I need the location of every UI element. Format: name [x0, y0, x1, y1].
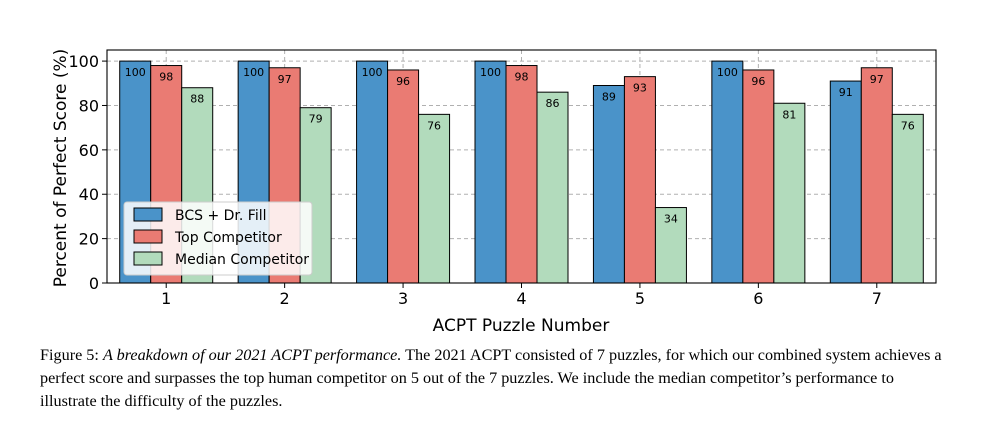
x-tick-label: 7	[872, 289, 882, 308]
legend-label: Median Competitor	[175, 252, 309, 268]
data-label: 96	[751, 75, 765, 88]
y-axis: 0 20 40 60 80 100	[68, 52, 107, 293]
data-labels: 100 100 100 100 89 100 91 98 97 96 98 93 96 97 88 79 76 8…	[125, 66, 915, 225]
bar	[711, 60, 744, 284]
data-label: 76	[901, 119, 915, 132]
legend-label: BCS + Dr. Fill	[175, 208, 267, 224]
x-tick-label: 2	[280, 289, 290, 308]
data-label: 86	[546, 97, 560, 110]
caption-label: Figure 5:	[40, 346, 99, 364]
data-label: 81	[782, 108, 796, 121]
data-label: 100	[362, 66, 383, 79]
data-label: 76	[427, 119, 441, 132]
legend-swatch	[133, 229, 163, 244]
bar	[829, 80, 862, 284]
bar	[418, 113, 451, 284]
caption-text: The 2021 ACPT consisted of 7 puzzles, fo…	[40, 346, 942, 410]
data-label: 97	[870, 73, 884, 86]
data-label: 34	[664, 213, 678, 226]
x-tick-label: 4	[516, 289, 526, 308]
bar	[356, 60, 389, 284]
data-label: 96	[396, 75, 410, 88]
bar	[592, 85, 625, 284]
x-tick-label: 5	[635, 289, 645, 308]
y-tick-label: 40	[79, 185, 99, 204]
bar	[860, 67, 893, 284]
legend-box	[123, 201, 313, 276]
x-axis-label: ACPT Puzzle Number	[433, 316, 610, 336]
bar	[654, 207, 687, 284]
data-label: 100	[717, 66, 738, 79]
data-label: 89	[602, 91, 616, 104]
figure-caption: Figure 5: A breakdown of our 2021 ACPT p…	[40, 344, 952, 413]
y-axis-label: Percent of Perfect Score (%)	[51, 49, 71, 288]
bar	[536, 91, 569, 284]
x-axis: 1 2 3 4 5 6 7	[161, 283, 882, 308]
bar	[505, 65, 538, 284]
data-label: 100	[243, 66, 264, 79]
data-label: 93	[633, 82, 647, 95]
x-tick-label: 6	[753, 289, 763, 308]
legend-swatch	[133, 207, 163, 222]
legend-label: Top Competitor	[174, 230, 282, 246]
data-label: 98	[515, 71, 529, 84]
caption-title: A breakdown of our 2021 ACPT performance…	[102, 346, 402, 364]
bar	[623, 76, 656, 284]
legend: BCS + Dr. Fill Top Competitor Median Compe…	[123, 201, 313, 276]
y-tick-label: 100	[68, 52, 99, 71]
bar	[387, 69, 420, 284]
y-tick-label: 60	[79, 141, 99, 160]
y-tick-label: 80	[79, 96, 99, 115]
y-tick-label: 0	[89, 274, 99, 293]
x-tick-label: 1	[161, 289, 171, 308]
data-label: 100	[480, 66, 501, 79]
data-label: 79	[309, 113, 323, 126]
bar	[474, 60, 507, 284]
data-label: 98	[159, 71, 173, 84]
bar	[742, 69, 775, 284]
data-label: 97	[278, 73, 292, 86]
legend-swatch	[133, 251, 163, 266]
data-label: 91	[839, 86, 853, 99]
data-label: 100	[125, 66, 146, 79]
bar	[891, 113, 924, 284]
x-tick-label: 3	[398, 289, 408, 308]
data-label: 88	[190, 93, 204, 106]
y-tick-label: 20	[79, 230, 99, 249]
bar	[773, 102, 806, 284]
